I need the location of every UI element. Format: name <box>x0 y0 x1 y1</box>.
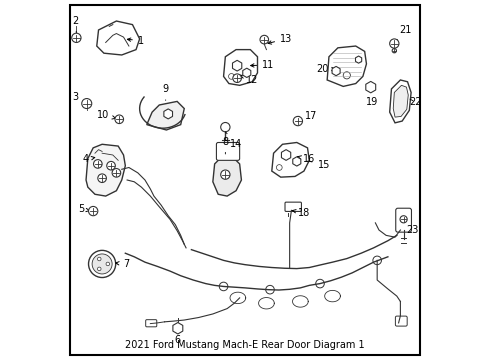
Circle shape <box>107 161 115 170</box>
FancyBboxPatch shape <box>285 202 301 211</box>
Text: 8: 8 <box>222 137 228 154</box>
FancyBboxPatch shape <box>70 5 420 355</box>
Polygon shape <box>97 21 140 55</box>
Circle shape <box>220 122 230 132</box>
Circle shape <box>260 35 269 44</box>
Text: 4: 4 <box>82 154 95 164</box>
Text: 21: 21 <box>396 24 412 41</box>
Circle shape <box>115 115 123 123</box>
Circle shape <box>293 116 302 126</box>
Circle shape <box>220 282 228 291</box>
Polygon shape <box>223 50 258 85</box>
Polygon shape <box>86 144 125 196</box>
Circle shape <box>220 170 230 179</box>
Text: 19: 19 <box>366 90 378 107</box>
Circle shape <box>89 250 116 278</box>
Polygon shape <box>147 102 184 130</box>
Circle shape <box>233 74 242 82</box>
Text: 12: 12 <box>240 75 258 85</box>
Circle shape <box>98 267 101 271</box>
Polygon shape <box>390 80 411 123</box>
Polygon shape <box>366 81 376 93</box>
Text: 1: 1 <box>127 36 144 46</box>
Circle shape <box>98 174 106 183</box>
Polygon shape <box>281 150 291 160</box>
Circle shape <box>72 33 81 42</box>
Circle shape <box>228 73 234 79</box>
Text: 18: 18 <box>292 208 310 218</box>
Circle shape <box>112 168 121 177</box>
Polygon shape <box>272 143 309 177</box>
Circle shape <box>82 99 92 109</box>
Text: 17: 17 <box>298 111 318 121</box>
Circle shape <box>400 216 407 223</box>
Polygon shape <box>332 66 340 76</box>
Text: 22: 22 <box>409 97 422 107</box>
Text: 14: 14 <box>225 132 242 149</box>
Text: 9: 9 <box>163 84 169 100</box>
Polygon shape <box>164 109 172 119</box>
Circle shape <box>89 206 98 216</box>
Circle shape <box>94 159 102 168</box>
Text: 10: 10 <box>97 110 116 120</box>
Circle shape <box>106 262 110 266</box>
Circle shape <box>373 256 381 265</box>
FancyBboxPatch shape <box>396 208 412 232</box>
Circle shape <box>343 72 350 79</box>
Text: 7: 7 <box>116 259 129 269</box>
Polygon shape <box>356 56 362 63</box>
Text: 2021 Ford Mustang Mach-E Rear Door Diagram 1: 2021 Ford Mustang Mach-E Rear Door Diagr… <box>125 340 365 350</box>
FancyBboxPatch shape <box>395 316 407 326</box>
Polygon shape <box>173 323 183 334</box>
Polygon shape <box>327 46 367 86</box>
Text: 20: 20 <box>316 64 335 73</box>
Text: 13: 13 <box>268 34 292 44</box>
FancyBboxPatch shape <box>217 143 240 160</box>
Polygon shape <box>293 157 301 166</box>
Text: 2: 2 <box>72 16 78 33</box>
Text: 5: 5 <box>78 204 90 214</box>
Circle shape <box>316 279 324 288</box>
Circle shape <box>390 39 399 48</box>
Text: 16: 16 <box>297 154 316 164</box>
Text: 6: 6 <box>175 326 181 345</box>
Polygon shape <box>232 60 242 71</box>
FancyBboxPatch shape <box>146 320 157 327</box>
Polygon shape <box>243 68 251 77</box>
Circle shape <box>266 285 274 294</box>
Text: 11: 11 <box>251 60 274 70</box>
Circle shape <box>98 257 101 261</box>
Text: 15: 15 <box>308 159 330 170</box>
Circle shape <box>392 49 396 53</box>
Text: 23: 23 <box>404 220 419 235</box>
Text: 3: 3 <box>73 92 84 102</box>
Circle shape <box>276 165 282 170</box>
Polygon shape <box>393 85 408 117</box>
Polygon shape <box>213 157 242 196</box>
Circle shape <box>92 254 112 274</box>
